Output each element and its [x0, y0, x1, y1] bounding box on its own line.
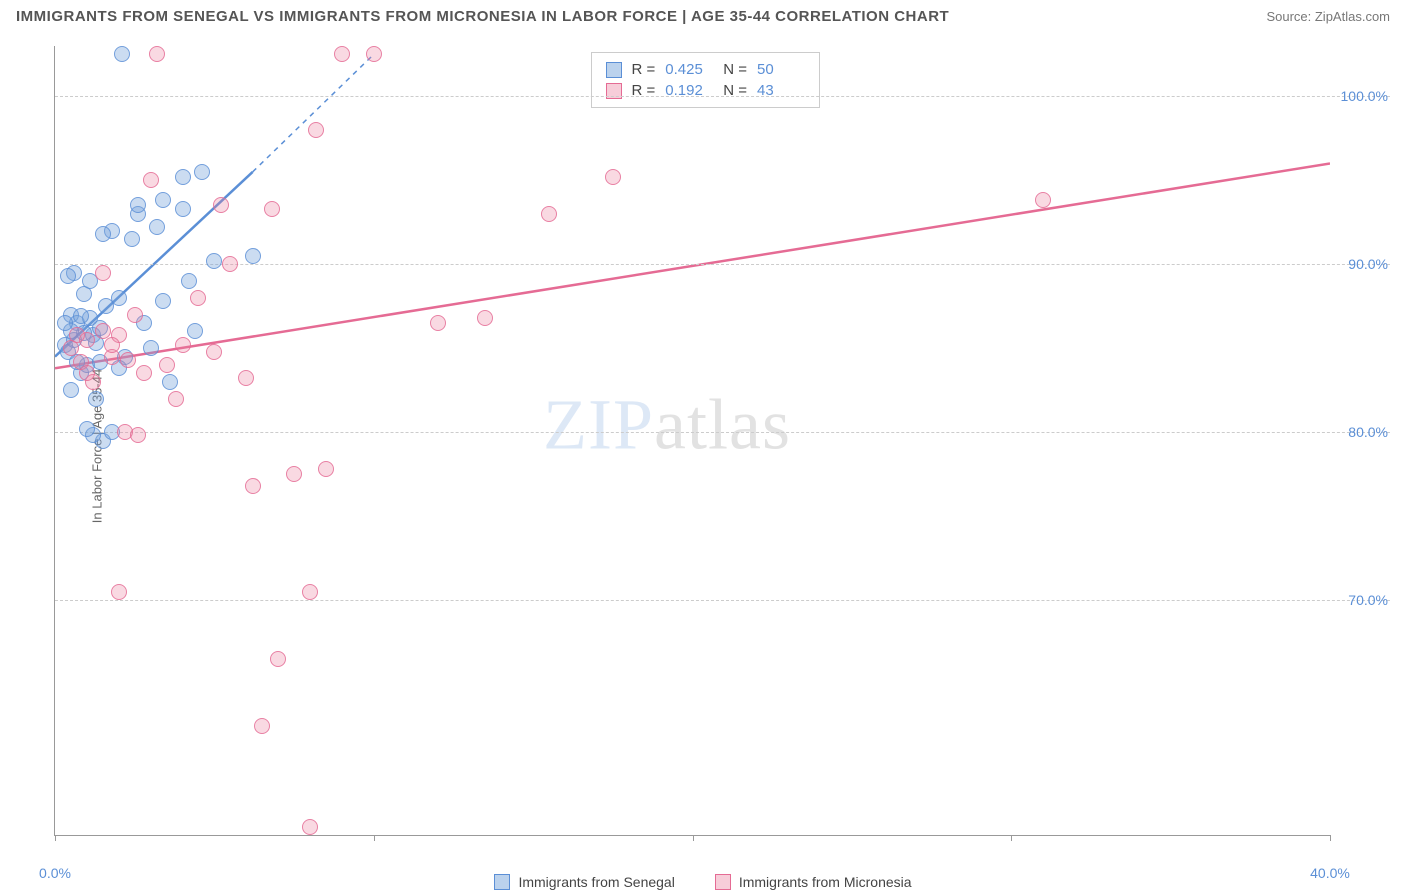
data-point	[238, 370, 254, 386]
data-point	[187, 323, 203, 339]
source-attribution: Source: ZipAtlas.com	[1266, 9, 1390, 24]
chart-container: In Labor Force | Age 35-44 ZIPatlas R = …	[34, 36, 1390, 856]
data-point	[143, 340, 159, 356]
data-point	[190, 290, 206, 306]
x-tick	[1011, 835, 1012, 841]
y-tick-label: 70.0%	[1348, 592, 1388, 608]
chart-title: IMMIGRANTS FROM SENEGAL VS IMMIGRANTS FR…	[16, 8, 949, 25]
data-point	[57, 315, 73, 331]
data-point	[114, 46, 130, 62]
stat-n-senegal: 50	[757, 61, 805, 78]
swatch-blue	[606, 62, 622, 78]
data-point	[162, 374, 178, 390]
legend-item-senegal: Immigrants from Senegal	[494, 874, 674, 890]
y-tick-label: 100.0%	[1341, 88, 1388, 104]
data-point	[79, 365, 95, 381]
data-point	[302, 819, 318, 835]
data-point	[254, 718, 270, 734]
data-point	[194, 164, 210, 180]
legend-item-micronesia: Immigrants from Micronesia	[715, 874, 912, 890]
data-point	[124, 231, 140, 247]
data-point	[159, 357, 175, 373]
watermark: ZIPatlas	[543, 383, 791, 466]
data-point	[95, 226, 111, 242]
data-point	[130, 197, 146, 213]
data-point	[149, 219, 165, 235]
data-point	[168, 391, 184, 407]
data-point	[95, 265, 111, 281]
x-tick	[693, 835, 694, 841]
stat-n-label: N =	[723, 61, 747, 78]
data-point	[541, 206, 557, 222]
data-point	[73, 308, 89, 324]
x-tick	[374, 835, 375, 841]
legend-stats-row-micronesia: R = 0.192 N = 43	[606, 80, 806, 101]
swatch-pink	[715, 874, 731, 890]
swatch-blue	[494, 874, 510, 890]
gridline-h	[55, 432, 1390, 433]
data-point	[366, 46, 382, 62]
data-point	[104, 337, 120, 353]
data-point	[302, 584, 318, 600]
data-point	[308, 122, 324, 138]
data-point	[120, 352, 136, 368]
y-tick-label: 90.0%	[1348, 256, 1388, 272]
data-point	[270, 651, 286, 667]
data-point	[79, 421, 95, 437]
data-point	[175, 337, 191, 353]
data-point	[60, 268, 76, 284]
data-point	[111, 290, 127, 306]
legend-label-micronesia: Immigrants from Micronesia	[739, 874, 912, 890]
stat-r-label: R =	[632, 61, 656, 78]
data-point	[88, 391, 104, 407]
legend-stats-box: R = 0.425 N = 50 R = 0.192 N = 43	[591, 52, 821, 108]
data-point	[206, 344, 222, 360]
bottom-legend: Immigrants from Senegal Immigrants from …	[0, 874, 1406, 890]
data-point	[245, 478, 261, 494]
data-point	[318, 461, 334, 477]
data-point	[155, 293, 171, 309]
data-point	[69, 327, 85, 343]
watermark-bold: ZIP	[543, 384, 654, 464]
data-point	[63, 382, 79, 398]
data-point	[175, 201, 191, 217]
legend-label-senegal: Immigrants from Senegal	[518, 874, 674, 890]
data-point	[136, 365, 152, 381]
data-point	[286, 466, 302, 482]
watermark-light: atlas	[654, 384, 791, 464]
data-point	[430, 315, 446, 331]
data-point	[477, 310, 493, 326]
data-point	[264, 201, 280, 217]
x-tick	[1330, 835, 1331, 841]
data-point	[334, 46, 350, 62]
data-point	[130, 427, 146, 443]
gridline-h	[55, 600, 1390, 601]
trend-lines	[55, 46, 1330, 835]
gridline-h	[55, 264, 1390, 265]
gridline-h	[55, 96, 1390, 97]
data-point	[155, 192, 171, 208]
plot-area: ZIPatlas R = 0.425 N = 50 R = 0.192 N = …	[54, 46, 1330, 836]
data-point	[143, 172, 159, 188]
data-point	[175, 169, 191, 185]
data-point	[245, 248, 261, 264]
legend-stats-row-senegal: R = 0.425 N = 50	[606, 59, 806, 80]
x-tick	[55, 835, 56, 841]
data-point	[605, 169, 621, 185]
data-point	[127, 307, 143, 323]
data-point	[206, 253, 222, 269]
data-point	[149, 46, 165, 62]
data-point	[111, 584, 127, 600]
stat-r-senegal: 0.425	[665, 61, 713, 78]
data-point	[222, 256, 238, 272]
data-point	[1035, 192, 1051, 208]
data-point	[181, 273, 197, 289]
y-tick-label: 80.0%	[1348, 424, 1388, 440]
data-point	[213, 197, 229, 213]
